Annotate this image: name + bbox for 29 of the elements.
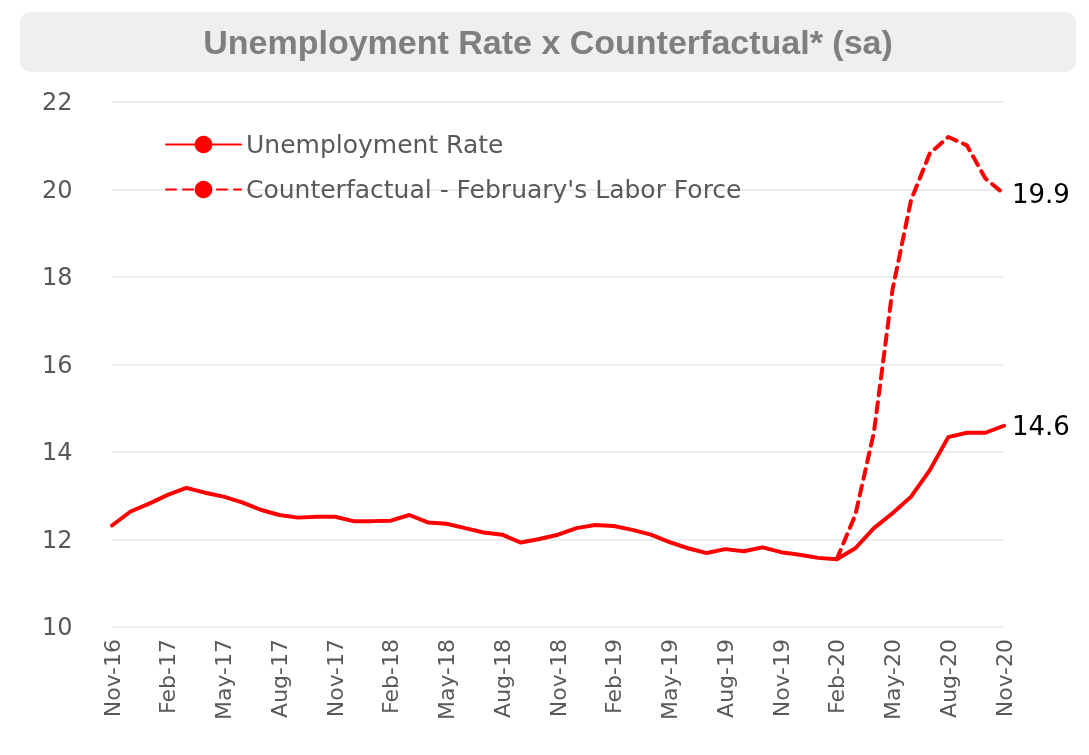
x-tick-label: Nov-20 [991,639,1017,718]
chart-title: Unemployment Rate x Counterfactual* (sa) [20,12,1076,72]
x-tick-label: Feb-17 [155,639,181,714]
legend-label: Unemployment Rate [246,130,504,159]
x-tick-label: Nov-16 [99,639,125,718]
y-tick-label: 14 [42,438,73,466]
x-tick-label: Aug-19 [712,639,738,718]
x-tick-label: May-17 [211,639,236,721]
x-tick-label: Feb-18 [378,639,404,714]
x-tick-label: Feb-20 [824,639,850,714]
y-tick-label: 22 [42,88,73,116]
y-tick-label: 16 [42,350,73,379]
y-tick-label: 10 [42,613,73,641]
x-tick-label: Feb-19 [601,639,627,714]
y-tick-label: 12 [42,525,73,554]
x-tick-label: Nov-17 [322,639,348,718]
legend-label: Counterfactual - February's Labor Force [246,175,742,204]
x-tick-label: May-18 [434,639,459,721]
x-tick-label: Nov-18 [545,639,571,718]
x-tick-label: May-20 [880,639,905,721]
x-tick-label: Aug-20 [935,639,961,718]
x-tick-label: Aug-18 [489,639,515,718]
x-tick-label: Nov-19 [768,639,794,718]
y-tick-label: 20 [42,175,73,204]
data-label: 19.9 [1012,178,1070,209]
x-tick-label: May-19 [657,639,682,721]
data-label: 14.6 [1012,410,1070,441]
y-tick-label: 18 [42,263,73,291]
x-tick-label: Aug-17 [266,639,292,718]
